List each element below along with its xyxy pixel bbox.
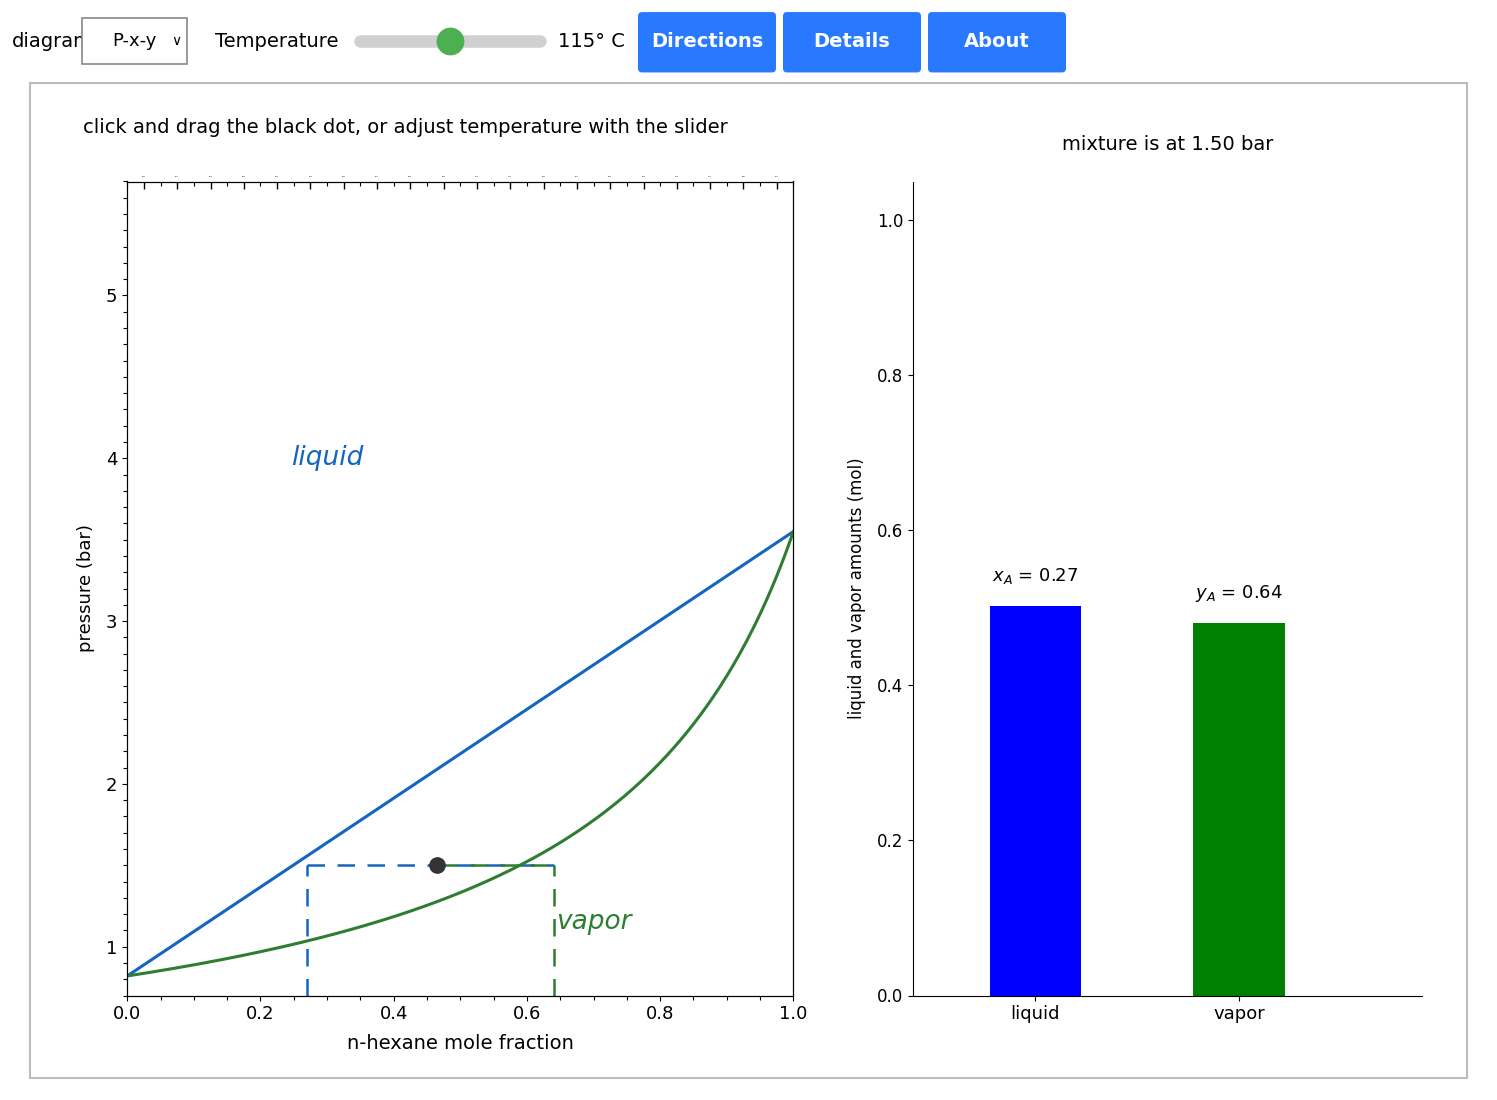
X-axis label: n-hexane mole fraction: n-hexane mole fraction (347, 1034, 573, 1054)
Text: P-x-y: P-x-y (112, 32, 156, 51)
Text: click and drag the black dot, or adjust temperature with the slider: click and drag the black dot, or adjust … (84, 118, 728, 136)
Text: $y_A$ = 0.64: $y_A$ = 0.64 (1195, 583, 1283, 604)
Text: vapor: vapor (555, 910, 632, 935)
Text: Directions: Directions (651, 32, 763, 51)
Text: About: About (964, 32, 1030, 51)
FancyBboxPatch shape (638, 12, 775, 73)
Text: mixture is at 1.50 bar: mixture is at 1.50 bar (1061, 135, 1274, 154)
Text: Details: Details (814, 32, 891, 51)
Text: 115° C: 115° C (558, 32, 624, 51)
Text: diagram:: diagram: (12, 32, 99, 51)
Text: $x_A$ = 0.27: $x_A$ = 0.27 (993, 566, 1078, 586)
Text: Temperature: Temperature (216, 32, 338, 51)
FancyBboxPatch shape (928, 12, 1066, 73)
Text: ∨: ∨ (171, 34, 181, 48)
FancyBboxPatch shape (783, 12, 921, 73)
Bar (1193, 624, 1284, 996)
Bar (82, 18, 187, 65)
Y-axis label: pressure (bar): pressure (bar) (76, 525, 94, 652)
Text: liquid: liquid (290, 446, 364, 471)
Bar (990, 606, 1081, 996)
Y-axis label: liquid and vapor amounts (mol): liquid and vapor amounts (mol) (847, 458, 865, 719)
